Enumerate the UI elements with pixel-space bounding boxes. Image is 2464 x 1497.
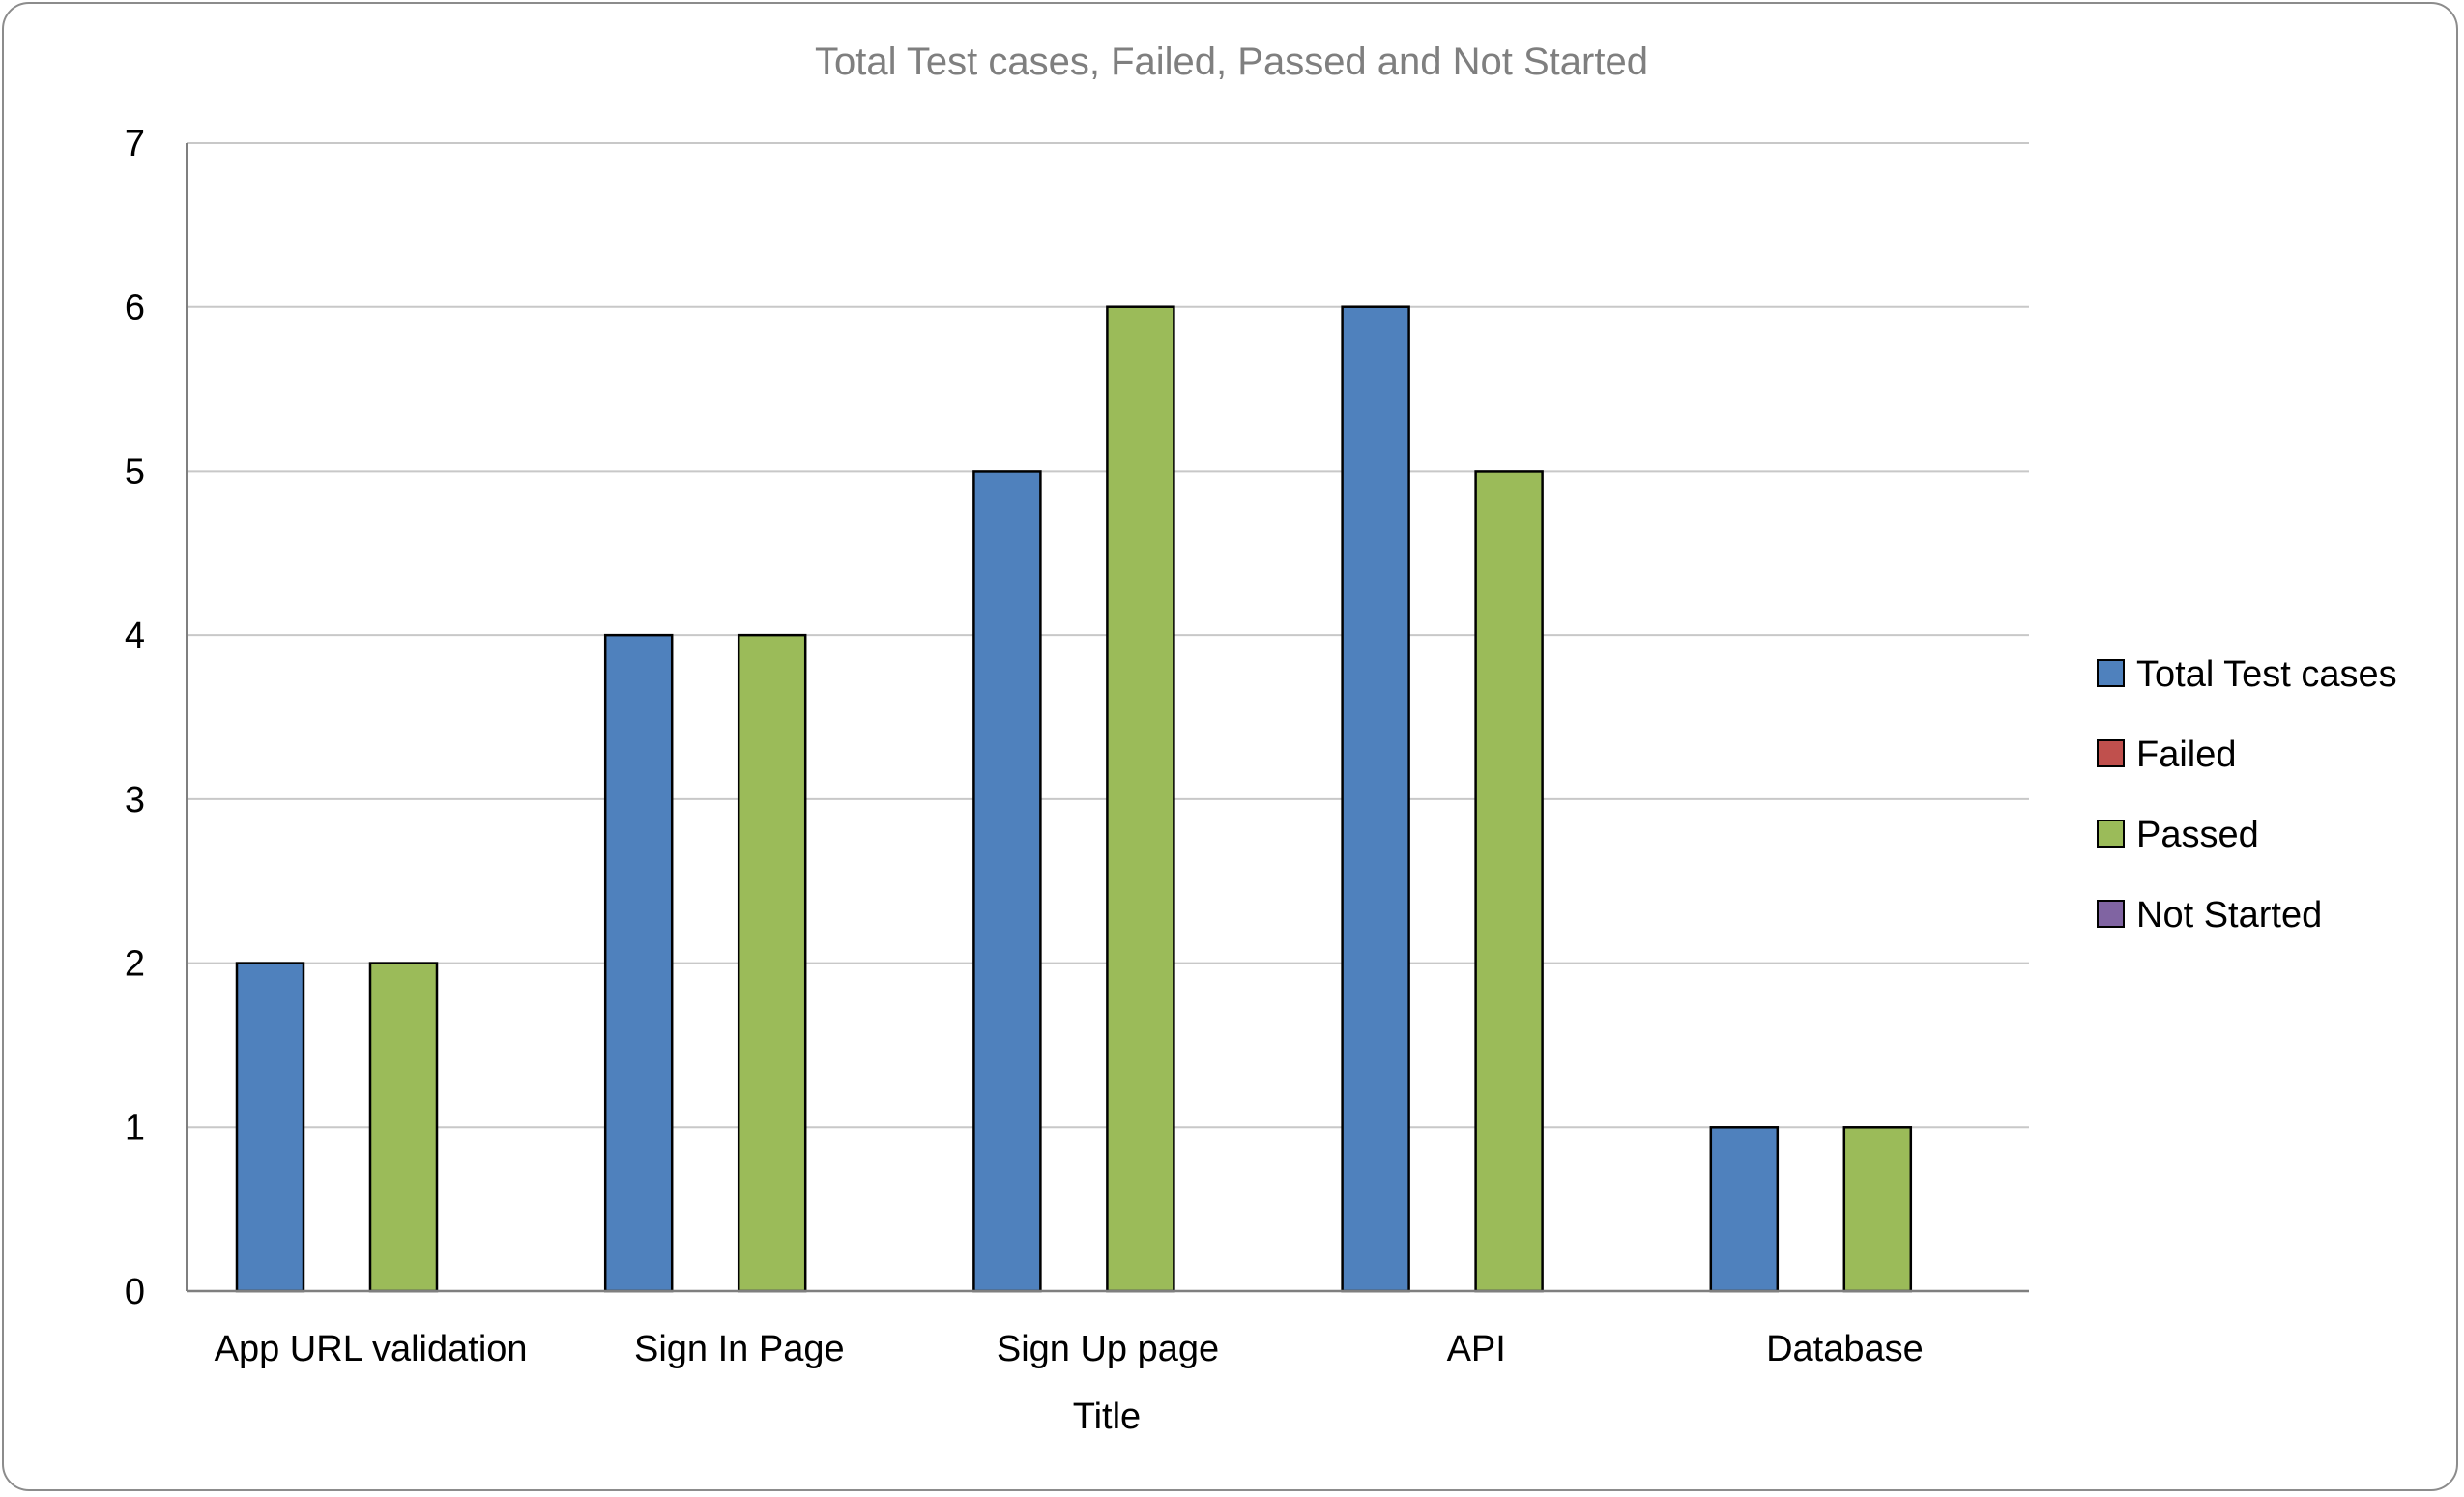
legend-swatch xyxy=(2097,659,2125,687)
y-tick-label: 7 xyxy=(125,124,145,164)
bar-passed xyxy=(1106,305,1175,1293)
bar-total-test-cases xyxy=(972,470,1042,1293)
axes xyxy=(186,143,2029,1293)
bar-passed xyxy=(368,962,439,1293)
bar-total-test-cases xyxy=(235,962,305,1293)
y-tick-label: 3 xyxy=(125,780,145,820)
y-tick-label: 5 xyxy=(125,451,145,492)
y-tick-label: 4 xyxy=(125,616,145,656)
x-tick-label: Sign In Page xyxy=(634,1329,845,1369)
legend: Total Test cases Failed Passed Not Started xyxy=(2097,654,2397,936)
y-tick-label: 1 xyxy=(125,1108,145,1148)
legend-label: Not Started xyxy=(2136,895,2322,936)
x-tick-label: Database xyxy=(1766,1329,1924,1369)
legend-label: Failed xyxy=(2136,734,2237,775)
bar-total-test-cases xyxy=(603,633,674,1293)
legend-swatch xyxy=(2097,739,2125,767)
legend-label: Passed xyxy=(2136,815,2259,855)
bar-passed xyxy=(1474,470,1544,1293)
bars xyxy=(235,305,1913,1293)
bar-passed xyxy=(737,633,807,1293)
chart-title: Total Test cases, Failed, Passed and Not… xyxy=(815,41,1648,83)
bar-total-test-cases xyxy=(1341,305,1410,1293)
bar-passed xyxy=(1842,1126,1913,1293)
x-tick-label: API xyxy=(1447,1329,1506,1369)
y-tick-label: 6 xyxy=(125,288,145,329)
legend-swatch xyxy=(2097,820,2125,848)
bar-total-test-cases xyxy=(1709,1126,1780,1293)
y-tick-label: 0 xyxy=(125,1272,145,1312)
x-tick-label: App URL validation xyxy=(215,1329,528,1369)
legend-label: Total Test cases xyxy=(2136,654,2397,695)
y-tick-label: 2 xyxy=(125,944,145,985)
legend-swatch xyxy=(2097,900,2125,928)
x-tick-label: Sign Up page xyxy=(997,1329,1219,1369)
y-axis-ticks: 0 1 2 3 4 5 6 7 xyxy=(125,124,145,1312)
x-axis-ticks: App URL validation Sign In Page Sign Up pa… xyxy=(215,1329,1924,1369)
x-axis-title: Title xyxy=(1073,1396,1141,1437)
